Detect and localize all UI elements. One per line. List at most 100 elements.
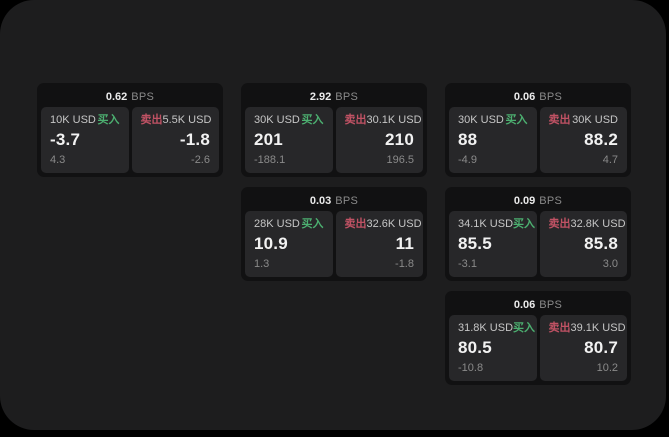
sell-delta: 10.2 [596, 362, 618, 374]
sell-panel[interactable]: 卖出 30.1K USD 210 196.5 [335, 107, 423, 173]
buy-sell-panels: 30K USD 买入 88 -4.9 卖出 30K USD 88.2 4.7 [449, 107, 627, 173]
bps-unit-label: BPS [539, 91, 563, 103]
sell-price: 85.8 [584, 234, 618, 253]
sell-delta: 3.0 [602, 258, 618, 270]
bps-value: 0.09 [513, 195, 536, 207]
buy-panel[interactable]: 10K USD 买入 -3.7 4.3 [41, 107, 129, 173]
quote-card: 0.06 BPS 30K USD 买入 88 -4.9 卖出 30K USD 8… [445, 83, 631, 177]
sell-amount: 5.5K USD [162, 114, 212, 126]
buy-sell-panels: 28K USD 买入 10.9 1.3 卖出 32.6K USD 11 -1.8 [245, 211, 423, 277]
bps-unit-label: BPS [335, 195, 359, 207]
sell-panel[interactable]: 卖出 32.8K USD 85.8 3.0 [539, 211, 627, 277]
sell-amount: 30.1K USD [366, 114, 422, 126]
bps-unit-label: BPS [335, 91, 359, 103]
sell-delta: 4.7 [602, 154, 618, 166]
buy-delta: -4.9 [458, 154, 477, 166]
buy-delta: -188.1 [254, 154, 286, 166]
buy-label: 买入 [505, 114, 528, 126]
buy-sell-panels: 34.1K USD 买入 85.5 -3.1 卖出 32.8K USD 85.8… [449, 211, 627, 277]
buy-delta: 1.3 [254, 258, 270, 270]
sell-amount: 32.6K USD [366, 218, 422, 230]
buy-delta: -3.1 [458, 258, 477, 270]
buy-panel[interactable]: 28K USD 买入 10.9 1.3 [245, 211, 333, 277]
buy-delta: -10.8 [458, 362, 484, 374]
bps-value: 2.92 [309, 91, 332, 103]
buy-top-row: 10K USD 买入 [50, 114, 120, 126]
buy-price: -3.7 [50, 130, 81, 149]
sell-panel[interactable]: 卖出 5.5K USD -1.8 -2.6 [131, 107, 219, 173]
buy-price: 80.5 [458, 338, 492, 357]
bps-header: 0.03 BPS [245, 191, 423, 211]
sell-panel[interactable]: 卖出 30K USD 88.2 4.7 [539, 107, 627, 173]
sell-price: -1.8 [179, 130, 210, 149]
sell-top-row: 卖出 32.8K USD [548, 218, 626, 230]
sell-top-row: 卖出 30.1K USD [344, 114, 422, 126]
buy-panel[interactable]: 30K USD 买入 201 -188.1 [245, 107, 333, 173]
quote-card: 0.03 BPS 28K USD 买入 10.9 1.3 卖出 32.6K US… [241, 187, 427, 281]
buy-label: 买入 [513, 218, 536, 230]
sell-amount: 32.8K USD [570, 218, 626, 230]
buy-price: 10.9 [254, 234, 288, 253]
buy-top-row: 34.1K USD 买入 [458, 218, 535, 230]
sell-label: 卖出 [344, 114, 367, 126]
sell-panel[interactable]: 卖出 39.1K USD 80.7 10.2 [539, 315, 627, 381]
sell-delta: 196.5 [386, 154, 414, 166]
bps-value: 0.03 [309, 195, 332, 207]
buy-top-row: 31.8K USD 买入 [458, 322, 535, 334]
bps-header: 2.92 BPS [245, 87, 423, 107]
buy-label: 买入 [97, 114, 120, 126]
sell-delta: -1.8 [395, 258, 414, 270]
buy-top-row: 30K USD 买入 [458, 114, 528, 126]
bps-unit-label: BPS [539, 195, 563, 207]
quote-cards-grid: 0.62 BPS 10K USD 买入 -3.7 4.3 卖出 5.5K USD… [37, 83, 631, 385]
sell-price: 210 [385, 130, 414, 149]
quote-card: 0.06 BPS 31.8K USD 买入 80.5 -10.8 卖出 39.1… [445, 291, 631, 385]
buy-label: 买入 [301, 218, 324, 230]
sell-top-row: 卖出 5.5K USD [140, 114, 212, 126]
buy-price: 88 [458, 130, 478, 149]
quote-card: 0.62 BPS 10K USD 买入 -3.7 4.3 卖出 5.5K USD… [37, 83, 223, 177]
sell-top-row: 卖出 32.6K USD [345, 218, 422, 230]
buy-sell-panels: 31.8K USD 买入 80.5 -10.8 卖出 39.1K USD 80.… [449, 315, 627, 381]
bps-header: 0.06 BPS [449, 295, 627, 315]
buy-amount: 31.8K USD [458, 322, 514, 334]
buy-amount: 34.1K USD [458, 218, 514, 230]
bps-unit-label: BPS [131, 91, 155, 103]
sell-label: 卖出 [548, 114, 571, 126]
app-window: 0.62 BPS 10K USD 买入 -3.7 4.3 卖出 5.5K USD… [0, 0, 666, 430]
sell-label: 卖出 [140, 114, 163, 126]
sell-top-row: 卖出 30K USD [549, 114, 619, 126]
buy-sell-panels: 10K USD 买入 -3.7 4.3 卖出 5.5K USD -1.8 -2.… [41, 107, 219, 173]
sell-label: 卖出 [548, 218, 571, 230]
sell-delta: -2.6 [191, 154, 210, 166]
sell-price: 11 [395, 234, 414, 253]
buy-amount: 28K USD [254, 218, 300, 230]
buy-top-row: 30K USD 买入 [254, 114, 324, 126]
bps-unit-label: BPS [539, 299, 563, 311]
buy-panel[interactable]: 34.1K USD 买入 85.5 -3.1 [449, 211, 537, 277]
bps-header: 0.09 BPS [449, 191, 627, 211]
bps-value: 0.62 [105, 91, 128, 103]
sell-label: 卖出 [548, 322, 571, 334]
buy-label: 买入 [301, 114, 324, 126]
buy-delta: 4.3 [50, 154, 66, 166]
buy-label: 买入 [513, 322, 536, 334]
buy-price: 85.5 [458, 234, 492, 253]
bps-header: 0.62 BPS [41, 87, 219, 107]
buy-panel[interactable]: 31.8K USD 买入 80.5 -10.8 [449, 315, 537, 381]
buy-amount: 30K USD [458, 114, 504, 126]
quote-card: 0.09 BPS 34.1K USD 买入 85.5 -3.1 卖出 32.8K… [445, 187, 631, 281]
sell-amount: 30K USD [572, 114, 618, 126]
sell-top-row: 卖出 39.1K USD [548, 322, 626, 334]
sell-panel[interactable]: 卖出 32.6K USD 11 -1.8 [335, 211, 423, 277]
buy-sell-panels: 30K USD 买入 201 -188.1 卖出 30.1K USD 210 1… [245, 107, 423, 173]
buy-amount: 10K USD [50, 114, 96, 126]
buy-panel[interactable]: 30K USD 买入 88 -4.9 [449, 107, 537, 173]
buy-price: 201 [254, 130, 283, 149]
quote-card: 2.92 BPS 30K USD 买入 201 -188.1 卖出 30.1K … [241, 83, 427, 177]
sell-price: 88.2 [584, 130, 618, 149]
buy-amount: 30K USD [254, 114, 300, 126]
sell-price: 80.7 [584, 338, 618, 357]
bps-header: 0.06 BPS [449, 87, 627, 107]
bps-value: 0.06 [513, 91, 536, 103]
